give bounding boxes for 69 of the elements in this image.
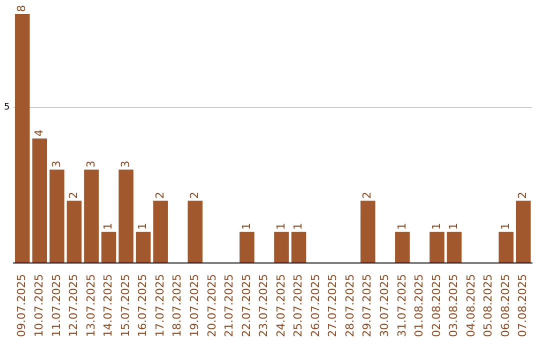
bar [118, 170, 134, 263]
x-tick-label: 26.07.2025 [308, 274, 322, 338]
data-label: 2 [67, 192, 80, 199]
data-label: 1 [102, 222, 115, 230]
x-tick-label: 10.07.2025 [32, 274, 46, 338]
data-label: 1 [136, 222, 150, 230]
x-tick-label: 05.08.2025 [482, 274, 495, 338]
x-tick-label: 01.08.2025 [412, 274, 426, 338]
x-tick-label: 06.08.2025 [498, 274, 512, 338]
bar [153, 200, 168, 263]
x-tick-label: 30.07.2025 [378, 274, 392, 338]
bar [14, 14, 30, 263]
data-label: 2 [516, 192, 530, 199]
bar [32, 138, 48, 263]
x-tick-label: 20.07.2025 [205, 274, 218, 338]
x-tick-label: 19.07.2025 [188, 274, 201, 338]
x-tick-label: 14.07.2025 [102, 274, 115, 338]
x-tick-label: 28.07.2025 [343, 274, 356, 338]
data-label: 1 [395, 222, 408, 230]
bar [360, 200, 376, 263]
bar [291, 232, 306, 263]
x-tick-label: 27.07.2025 [326, 274, 340, 338]
bar [84, 170, 99, 263]
x-tick-label: 25.07.2025 [292, 274, 305, 338]
data-label: 4 [32, 130, 46, 137]
data-label: 1 [498, 222, 512, 230]
bar [101, 232, 116, 263]
bar [395, 232, 410, 263]
data-label: 1 [430, 222, 443, 230]
data-label: 2 [360, 192, 374, 199]
data-label: 2 [188, 192, 201, 199]
x-tick-label: 31.07.2025 [395, 274, 408, 338]
x-tick-label: 09.07.2025 [15, 274, 28, 338]
y-tick-label: 5 [4, 102, 10, 113]
x-tick-label: 03.08.2025 [447, 274, 460, 338]
bar [430, 232, 444, 263]
data-label: 3 [118, 160, 132, 168]
x-tick-label: 13.07.2025 [84, 274, 98, 338]
data-label: 8 [15, 5, 28, 12]
bar [188, 200, 203, 263]
x-tick-label: 16.07.2025 [136, 274, 150, 338]
x-tick-label: 23.07.2025 [257, 274, 270, 338]
x-tick-label: 12.07.2025 [67, 274, 80, 338]
bar [66, 200, 82, 263]
x-tick-label: 21.07.2025 [222, 274, 236, 338]
data-label: 1 [274, 222, 288, 230]
x-tick-label: 17.07.2025 [153, 274, 166, 338]
data-label: 3 [84, 160, 98, 168]
bar [498, 232, 514, 263]
x-tick-label: 18.07.2025 [170, 274, 184, 338]
bar [446, 232, 462, 263]
x-tick-label: 15.07.2025 [118, 274, 132, 338]
bar [240, 232, 254, 263]
x-tick-label: 11.07.2025 [50, 274, 63, 338]
x-tick-label: 07.08.2025 [516, 274, 530, 338]
bar [516, 200, 531, 263]
data-label: 1 [240, 222, 253, 230]
data-label: 1 [447, 222, 460, 230]
data-label: 2 [153, 192, 166, 199]
x-tick-label: 22.07.2025 [240, 274, 253, 338]
x-tick-label: 24.07.2025 [274, 274, 288, 338]
data-label: 1 [292, 222, 305, 230]
x-tick-label: 04.08.2025 [464, 274, 478, 338]
x-tick-label: 02.08.2025 [430, 274, 443, 338]
bar [136, 232, 151, 263]
x-tick-label: 29.07.2025 [360, 274, 374, 338]
data-label: 3 [50, 160, 63, 168]
bar [274, 232, 289, 263]
bar [50, 170, 64, 263]
